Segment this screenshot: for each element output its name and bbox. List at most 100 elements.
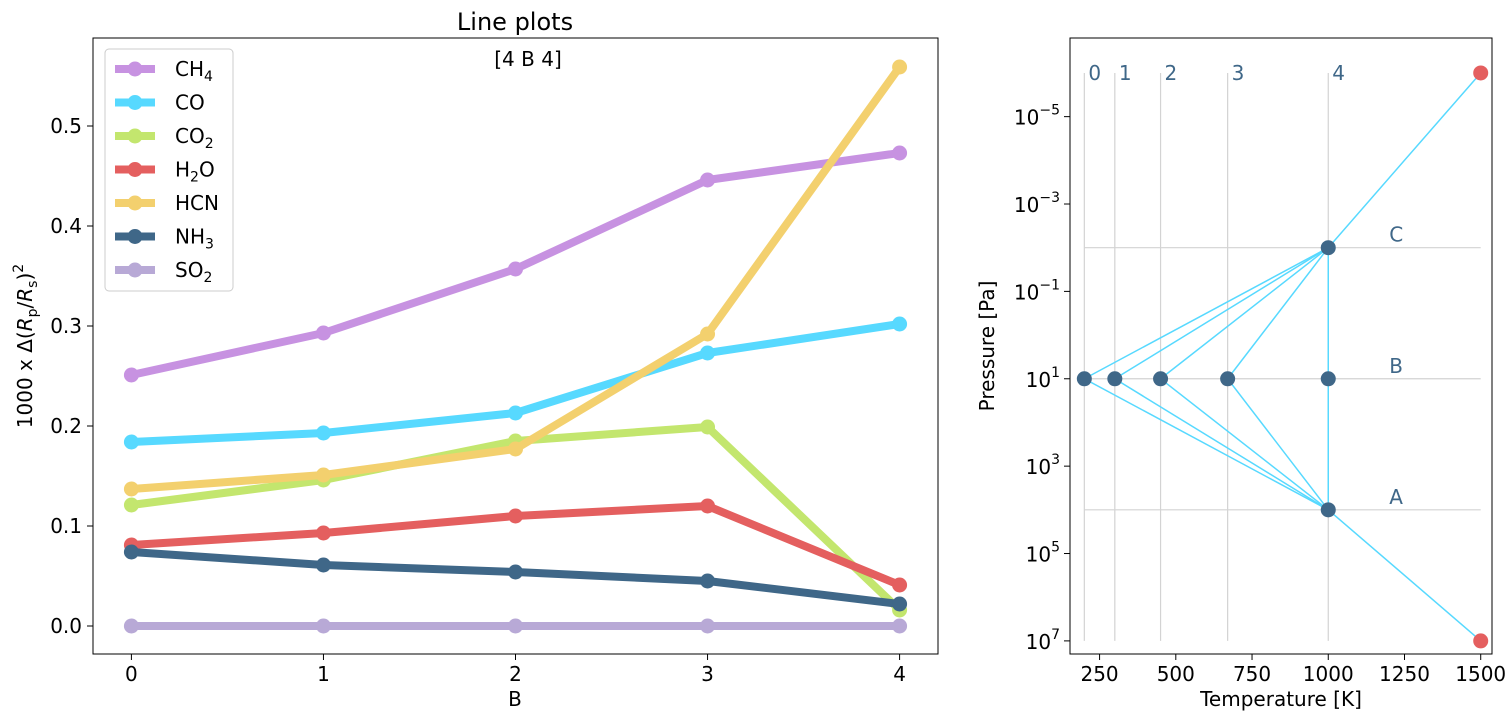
legend-label: CO2 [175,124,214,152]
plot-frame [1069,37,1493,655]
profile-segment [1114,247,1329,380]
x-tick-label: 1000 [1303,662,1354,686]
vertical-guide-label: 3 [1232,61,1245,85]
data-point-nh3 [315,557,331,573]
y-tick-label: 0.3 [50,314,82,338]
data-point-co [508,405,523,421]
legend-label: SO2 [175,258,212,286]
data-point-nh3 [123,544,139,560]
x-tick-label: 750 [1233,662,1271,686]
y-axis-label-text: 1000 x Δ(Rp/Rs)2 [11,264,41,428]
data-point-so2 [700,618,716,634]
y-axis-label: 1000 x Δ(Rp/Rs)2 [11,264,41,428]
profile-node [1153,371,1169,387]
profile-node [1220,371,1236,387]
profile-segment [1083,378,1329,511]
series-nh3 [123,544,908,612]
y-axis-ticks: 0.0 0.1 0.2 0.3 0.4 0.5 [50,114,93,638]
profile-segments [1083,72,1482,642]
profile-segment [1327,509,1482,642]
data-point-so2 [508,618,523,634]
chart-annotation: [4 B 4] [494,47,562,71]
x-tick-label: 250 [1080,662,1118,686]
profile-node [1320,240,1336,256]
y-tick-label: 10−1 [1014,277,1060,304]
x-tick-label: 3 [701,662,714,686]
data-point-nh3 [508,564,523,580]
profile-segment [1114,378,1329,511]
profile-endpoint [1473,65,1489,81]
profile-nodes [1076,65,1489,649]
data-point-co [315,425,331,441]
data-point-ch4 [123,367,139,383]
data-point-ch4 [508,261,523,277]
series-ch4 [123,145,908,383]
x-axis-label: B [508,687,522,711]
y-axis-ticks: 10−5 10−3 10−1 101 103 105 107 [1014,103,1070,654]
legend-item-h2o: H2O [115,158,215,186]
series-line-hcn [131,64,903,493]
horizontal-guide-label: A [1389,485,1403,509]
data-point-h2o [315,525,331,541]
data-point-ch4 [892,145,908,161]
legend-label: HCN [175,191,219,215]
legend-marker [127,128,143,144]
series-so2 [123,618,908,634]
profile-node [1320,502,1336,518]
vertical-guide-label: 2 [1165,61,1178,85]
legend-marker [127,95,143,110]
legend-item-co2: CO2 [115,124,214,152]
data-point-co [892,316,908,332]
series-co [123,316,908,450]
y-tick-label: 107 [1026,627,1060,654]
x-tick-label: 2 [509,662,522,686]
chart-title: Line plots [457,8,573,36]
profile-segment [1160,247,1329,380]
data-point-hcn [508,441,523,457]
series-line-co [131,320,901,446]
profile-node [1320,371,1336,387]
legend-item-ch4: CH4 [115,57,213,85]
data-point-hcn [892,59,908,75]
data-point-co2 [123,497,139,513]
x-tick-label: 4 [893,662,906,686]
vertical-guide-label: 4 [1332,61,1345,85]
data-point-so2 [892,618,908,634]
horizontal-guide-label: B [1389,354,1403,378]
legend-label: NH3 [175,225,214,253]
x-tick-label: 500 [1157,662,1195,686]
data-point-ch4 [315,325,331,341]
y-tick-label: 10−5 [1014,103,1060,130]
y-tick-label: 105 [1026,540,1060,567]
data-point-nh3 [892,596,908,612]
guide-lines: 0 1 2 3 4 C B A [1083,61,1481,641]
y-tick-label: 103 [1026,452,1060,479]
legend-label: H2O [175,158,215,186]
x-axis-ticks: 0 1 2 3 4 [125,654,906,686]
y-tick-label: 0.5 [50,114,82,138]
data-point-co [700,345,716,361]
legend-item-nh3: NH3 [115,225,214,253]
profile-segment [1160,378,1329,511]
legend-marker [127,195,143,211]
legend-label: CO [175,91,205,115]
legend-marker [127,262,143,278]
data-point-hcn [315,467,331,483]
y-tick-label: 101 [1026,365,1060,392]
line-plot-chart: Line plots [4 B 4] 0 1 2 3 4 0.0 0.1 0.2 0.3 0.4… [11,8,939,711]
legend-item-so2: SO2 [115,258,212,286]
x-tick-label: 1 [317,662,330,686]
y-tick-label: 0.0 [50,614,82,638]
profile-segment [1227,378,1329,511]
legend-marker [127,229,143,244]
y-tick-label: 10−3 [1014,190,1060,217]
series-hcn [123,59,908,497]
data-point-hcn [123,481,139,497]
profile-segment [1227,247,1329,380]
legend-marker [127,162,143,177]
data-point-h2o [892,577,908,593]
horizontal-guide-label: C [1389,223,1403,247]
legend-marker [127,61,143,77]
data-point-co2 [700,419,716,435]
